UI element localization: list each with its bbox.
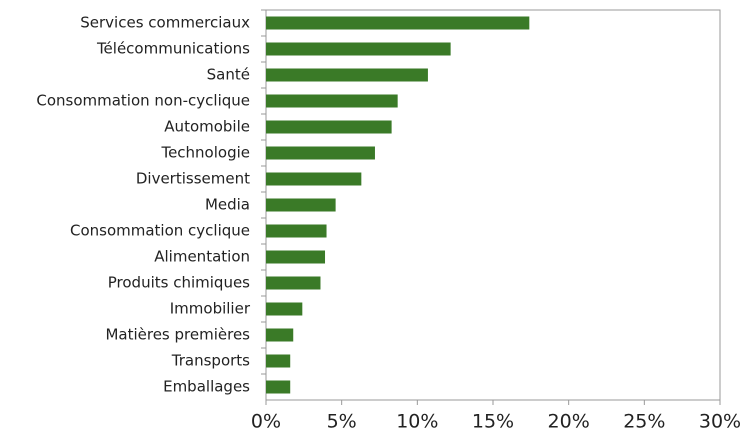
y-tick-label: Divertissement <box>136 170 250 188</box>
y-tick-label: Media <box>205 196 250 214</box>
x-tick-label: 25% <box>623 411 665 433</box>
x-tick-label: 20% <box>548 411 590 433</box>
bar <box>266 224 327 238</box>
y-tick-label: Emballages <box>163 378 250 396</box>
y-tick-label: Technologie <box>160 144 250 162</box>
x-tick-label: 10% <box>396 411 438 433</box>
y-tick-label: Services commerciaux <box>80 14 250 32</box>
x-tick-label: 15% <box>472 411 514 433</box>
bar <box>266 328 294 342</box>
bar <box>266 42 451 56</box>
y-tick-label: Consommation cyclique <box>70 222 250 240</box>
bar <box>266 354 291 368</box>
y-tick-label: Produits chimiques <box>108 274 250 292</box>
bar <box>266 16 530 30</box>
bar <box>266 198 336 212</box>
bar <box>266 380 291 394</box>
y-tick-label: Santé <box>207 66 250 84</box>
bar <box>266 120 392 134</box>
bar <box>266 302 303 316</box>
y-tick-label: Alimentation <box>154 248 250 266</box>
y-tick-label: Matières premières <box>105 326 250 344</box>
bar <box>266 146 375 160</box>
y-tick-label: Immobilier <box>170 300 251 318</box>
bar <box>266 276 321 290</box>
x-tick-label: 5% <box>327 411 357 433</box>
x-tick-label: 30% <box>699 411 741 433</box>
x-tick-label: 0% <box>251 411 281 433</box>
y-tick-label: Automobile <box>164 118 250 136</box>
bar <box>266 250 326 264</box>
bar <box>266 68 428 82</box>
bar <box>266 172 362 186</box>
y-tick-label: Télécommunications <box>96 40 250 58</box>
y-tick-label: Consommation non-cyclique <box>36 92 250 110</box>
y-tick-label: Transports <box>171 352 250 370</box>
bar <box>266 94 398 108</box>
